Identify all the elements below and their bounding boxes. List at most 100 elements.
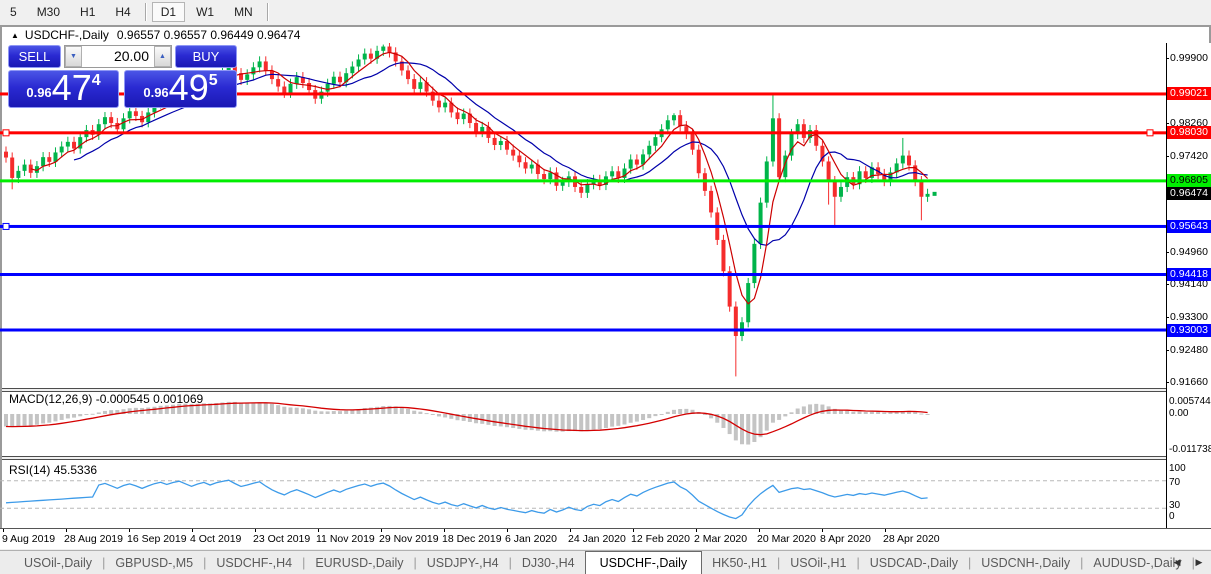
sell-button[interactable]: SELL — [8, 45, 61, 68]
date-axis-label: 4 Oct 2019 — [190, 533, 242, 545]
chart-tab-usoil-h1[interactable]: USOil-,H1 — [790, 555, 847, 570]
macd-panel-splitter[interactable] — [2, 388, 1166, 392]
rsi-axis-label: 30 — [1169, 500, 1181, 511]
rsi-group — [0, 479, 1166, 520]
chart-tab-dj30-h4[interactable]: DJ30-,H4 — [521, 555, 575, 570]
tab-separator: | — [856, 555, 860, 570]
rsi-panel-splitter[interactable] — [2, 456, 1166, 460]
timeframe-button-w1[interactable]: W1 — [196, 5, 215, 19]
date-axis-tick — [507, 529, 508, 532]
macd-name: MACD(12,26,9) — [9, 392, 93, 406]
chart-tab-usdchf-h4[interactable]: USDCHF-,H4 — [216, 555, 293, 570]
timeframe-button-mn[interactable]: MN — [234, 5, 253, 19]
date-axis-label: 24 Jan 2020 — [568, 533, 626, 545]
date-axis-label: 12 Feb 2020 — [631, 533, 690, 545]
chart-tab-gbpusd-m5[interactable]: GBPUSD-,M5 — [115, 555, 194, 570]
toolbar-separator — [144, 3, 147, 21]
date-axis-label: 28 Aug 2019 — [64, 533, 123, 545]
price-axis-tick: 0.98260 — [1166, 116, 1208, 129]
level-price-label: 0.99021 — [1167, 87, 1211, 101]
tab-scroll-right-icon[interactable]: ▶ — [1195, 556, 1203, 567]
timeframe-button-5[interactable]: 5 — [10, 5, 17, 19]
buy-price-sup: 5 — [208, 72, 218, 89]
price-axis-tick: 0.91660 — [1166, 375, 1208, 388]
date-axis-tick — [822, 529, 823, 532]
sell-price-prefix: 0.96 — [26, 85, 52, 100]
chart-title-ohlc: 0.96557 0.96557 0.96449 0.96474 — [116, 28, 301, 42]
date-axis-tick — [381, 529, 382, 532]
timeframe-button-h1[interactable]: H1 — [80, 5, 96, 19]
buy-price-display[interactable]: 0.96 49 5 — [124, 70, 237, 108]
timeframe-button-h4[interactable]: H4 — [115, 5, 131, 19]
macd-main-value: -0.000545 — [95, 392, 150, 406]
timeframe-toolbar: 5 M30 H1 H4 D1 W1 MN — [0, 0, 1211, 24]
macd-axis-label: 0.005744 — [1169, 396, 1211, 407]
tab-separator: | — [777, 555, 781, 570]
date-axis-label: 28 Apr 2020 — [883, 533, 940, 545]
level-price-label: 0.96805 — [1167, 174, 1211, 188]
rsi-axis-label: 70 — [1169, 477, 1181, 488]
chart-tab-usdcnh-daily[interactable]: USDCNH-,Daily — [981, 555, 1071, 570]
buy-price-prefix: 0.96 — [143, 85, 169, 100]
level-price-label: 0.93003 — [1167, 323, 1211, 337]
tab-separator: | — [102, 555, 106, 570]
rsi-name: RSI(14) — [9, 463, 51, 477]
tab-separator: | — [1191, 555, 1195, 570]
date-axis-label: 11 Nov 2019 — [316, 533, 375, 545]
volume-decrease-icon[interactable]: ▼ — [65, 46, 82, 67]
chart-window — [0, 25, 1211, 549]
buy-price-big: 49 — [168, 67, 209, 108]
chart-title-symbol: USDCHF-,Daily — [24, 28, 109, 42]
timeframe-button-m30[interactable]: M30 — [36, 5, 61, 19]
chart-tab-usdchf-daily[interactable]: USDCHF-,Daily — [584, 551, 703, 574]
chart-tab-usdcad-daily[interactable]: USDCAD-,Daily — [869, 555, 958, 570]
chart-tab-hk50-h1[interactable]: HK50-,H1 — [712, 555, 767, 570]
chart-tab-audusd-daily[interactable]: AUDUSD-,Daily — [1093, 555, 1182, 570]
current-price-label: 0.96474 — [1167, 187, 1211, 201]
macd-axis-label: -0.011738 — [1169, 444, 1211, 455]
sell-price-big: 47 — [51, 67, 92, 108]
candlestick-chart[interactable] — [0, 43, 1166, 528]
price-axis-tick: 0.99900 — [1166, 52, 1208, 65]
rsi-axis-label: 0 — [1169, 511, 1175, 522]
rsi-indicator-label: RSI(14) 45.5336 — [9, 463, 97, 477]
date-axis-tick — [66, 529, 67, 532]
date-axis-label: 2 Mar 2020 — [694, 533, 748, 545]
buy-button[interactable]: BUY — [175, 45, 237, 68]
volume-spinner: ▼ 20.00 ▲ — [64, 45, 172, 68]
chart-tab-usdjpy-h4[interactable]: USDJPY-,H4 — [426, 555, 499, 570]
sell-price-sup: 4 — [91, 72, 101, 89]
volume-increase-icon[interactable]: ▲ — [154, 46, 171, 67]
tab-scroll-arrows: ◀ ▶ — [1169, 553, 1207, 571]
toolbar-separator — [266, 3, 269, 21]
chart-titlebar: ▲ USDCHF-,Daily 0.96557 0.96557 0.96449 … — [3, 27, 1208, 43]
date-axis-label: 23 Oct 2019 — [253, 533, 311, 545]
macd-group — [4, 401, 930, 445]
rsi-value: 45.5336 — [53, 463, 98, 477]
date-axis-tick — [192, 529, 193, 532]
tab-separator: | — [413, 555, 417, 570]
date-axis-tick — [129, 529, 130, 532]
sell-price-display[interactable]: 0.96 47 4 — [8, 70, 119, 108]
date-axis-tick — [696, 529, 697, 532]
date-axis-tick — [318, 529, 319, 532]
tab-separator: | — [203, 555, 207, 570]
chart-tab-usoil-daily[interactable]: USOil-,Daily — [24, 555, 93, 570]
timeframe-button-d1[interactable]: D1 — [151, 2, 186, 22]
date-axis[interactable]: 9 Aug 2019 28 Aug 2019 16 Sep 2019 4 Oct 20… — [0, 528, 1211, 549]
collapse-triangle-icon[interactable]: ▲ — [11, 30, 19, 40]
date-axis-tick — [570, 529, 571, 532]
date-axis-label: 29 Nov 2019 — [379, 533, 439, 545]
chart-tab-eurusd-daily[interactable]: EURUSD-,Daily — [315, 555, 404, 570]
level-price-label: 0.95643 — [1167, 219, 1211, 233]
level-price-label: 0.94418 — [1167, 268, 1211, 281]
price-axis[interactable]: 0.99900 0.98260 0.97420 0.94960 0.94140 0.933… — [1166, 43, 1211, 528]
date-axis-tick — [633, 529, 634, 532]
date-axis-tick — [759, 529, 760, 532]
date-axis-label: 8 Apr 2020 — [820, 533, 871, 545]
tab-scroll-left-icon[interactable]: ◀ — [1173, 556, 1181, 567]
macd-axis-label: 0.00 — [1169, 408, 1189, 419]
volume-input[interactable]: 20.00 — [113, 48, 149, 64]
chart-tab-bar: USOil-,Daily | GBPUSD-,M5 | USDCHF-,H4 | EURUS… — [0, 550, 1211, 574]
